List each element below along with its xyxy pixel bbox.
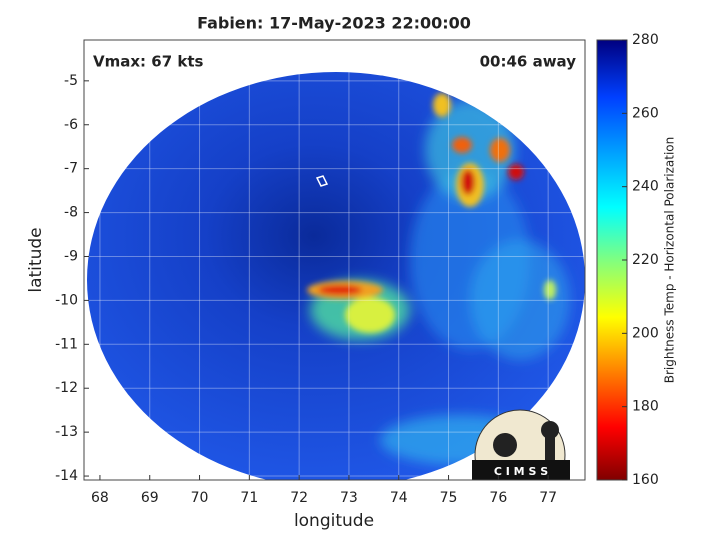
annotation: Vmax: 67 kts bbox=[93, 53, 203, 71]
logo-text: C I M S S bbox=[494, 465, 548, 478]
y-tick-label: -13 bbox=[55, 424, 78, 440]
y-axis-label: latitude bbox=[26, 227, 46, 292]
colorbar-tick-label: 180 bbox=[632, 399, 659, 415]
colorbar-tick-label: 220 bbox=[632, 252, 659, 268]
x-tick-label: 76 bbox=[489, 490, 507, 506]
colorbar-tick-label: 280 bbox=[632, 32, 659, 48]
colorbar-tick-label: 240 bbox=[632, 179, 659, 195]
chart-title: Fabien: 17-May-2023 22:00:00 bbox=[197, 14, 471, 33]
colorbar-tick-label: 160 bbox=[632, 472, 659, 488]
x-axis-label: longitude bbox=[294, 511, 374, 531]
y-tick-label: -7 bbox=[64, 161, 78, 177]
satellite-image: C I M S S bbox=[84, 40, 585, 480]
y-tick-label: -5 bbox=[64, 73, 78, 89]
y-tick-label: -14 bbox=[55, 468, 78, 484]
x-tick-label: 69 bbox=[141, 490, 159, 506]
y-tick-label: -11 bbox=[55, 336, 78, 352]
x-tick-label: 74 bbox=[390, 490, 408, 506]
y-tick-label: -12 bbox=[55, 380, 78, 396]
x-tick-label: 77 bbox=[539, 490, 557, 506]
x-tick-label: 72 bbox=[290, 490, 308, 506]
x-tick-label: 71 bbox=[240, 490, 258, 506]
y-tick-label: -8 bbox=[64, 205, 78, 221]
annotation: 00:46 away bbox=[480, 53, 577, 71]
y-tick-label: -10 bbox=[55, 292, 78, 308]
x-tick-label: 70 bbox=[191, 490, 209, 506]
colorbar-tick-label: 200 bbox=[632, 325, 659, 341]
colorbar-label: Brightness Temp - Horizontal Polarizatio… bbox=[663, 137, 677, 384]
x-tick-label: 68 bbox=[91, 490, 109, 506]
y-tick-label: -9 bbox=[64, 248, 78, 264]
cimss-logo: C I M S S bbox=[472, 409, 570, 480]
colorbar-tick-label: 260 bbox=[632, 105, 659, 121]
x-tick-label: 75 bbox=[440, 490, 458, 506]
y-tick-label: -6 bbox=[64, 117, 78, 133]
x-tick-label: 73 bbox=[340, 490, 358, 506]
